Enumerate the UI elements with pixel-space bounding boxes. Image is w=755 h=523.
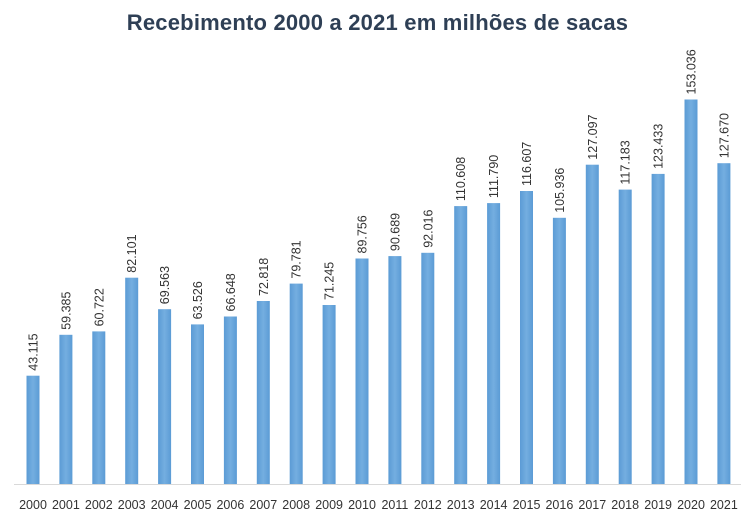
data-label-2019: 123.433 (652, 124, 666, 169)
data-label-2017: 127.097 (586, 114, 600, 159)
bar-2002 (92, 331, 106, 484)
bar-2019 (651, 173, 665, 484)
data-label-2005: 63.526 (191, 281, 205, 319)
x-tick-2018: 2018 (611, 498, 639, 512)
data-label-2000: 43.115 (27, 333, 41, 370)
data-label-2021: 127.670 (717, 113, 731, 158)
data-label-2006: 66.648 (224, 273, 238, 311)
bar-2011 (388, 256, 402, 484)
bar-2009 (322, 305, 336, 484)
bar-2017 (585, 164, 599, 484)
x-tick-2019: 2019 (644, 498, 672, 512)
x-tick-2005: 2005 (184, 498, 212, 512)
data-label-2012: 92.016 (421, 210, 435, 248)
bar-2000 (26, 375, 40, 484)
x-tick-2010: 2010 (348, 498, 376, 512)
data-label-2007: 72.818 (257, 258, 271, 296)
data-label-2014: 111.790 (487, 155, 501, 198)
x-tick-2015: 2015 (513, 498, 541, 512)
x-tick-2020: 2020 (677, 498, 705, 512)
bar-2020 (684, 99, 698, 484)
bar-2012 (421, 252, 435, 484)
data-labels: 43.115 59.385 60.722 82.101 69.563 63.526 66.6… (27, 49, 732, 370)
x-tick-2006: 2006 (216, 498, 244, 512)
bar-2015 (520, 191, 533, 484)
data-label-2001: 59.385 (59, 292, 73, 330)
bar-2007 (256, 301, 270, 484)
data-label-2009: 71.245 (323, 262, 337, 300)
x-tick-2002: 2002 (85, 498, 113, 512)
x-tick-2004: 2004 (151, 498, 179, 512)
bar-2001 (59, 334, 73, 484)
bar-2014 (487, 203, 501, 484)
x-tick-2012: 2012 (414, 498, 442, 512)
bar-2004 (158, 309, 172, 484)
data-label-2010: 89.756 (356, 215, 370, 253)
bar-2013 (454, 206, 468, 484)
data-label-2013: 110.608 (454, 157, 468, 201)
data-label-2016: 105.936 (553, 168, 567, 213)
bar-2005 (191, 324, 204, 484)
bar-series (26, 99, 731, 485)
bar-2008 (289, 283, 303, 484)
x-tick-2007: 2007 (249, 498, 277, 512)
x-tick-2014: 2014 (480, 498, 508, 512)
bar-2021 (717, 163, 731, 484)
chart-title: Recebimento 2000 a 2021 em milhões de sa… (126, 10, 629, 35)
data-label-2018: 117.183 (619, 140, 633, 184)
x-tick-2001: 2001 (52, 498, 80, 512)
x-tick-2003: 2003 (118, 498, 146, 512)
x-tick-2011: 2011 (381, 498, 408, 512)
x-tick-2013: 2013 (447, 498, 475, 512)
x-tick-2016: 2016 (545, 498, 573, 512)
bar-2018 (618, 189, 632, 484)
data-label-2004: 69.563 (158, 266, 172, 304)
data-label-2002: 60.722 (92, 288, 106, 326)
x-tick-labels: 2000 2001 2002 2003 2004 2005 2006 2007 2008 2009… (19, 498, 738, 512)
x-tick-2017: 2017 (578, 498, 606, 512)
bar-2010 (355, 258, 369, 484)
data-label-2003: 82.101 (125, 234, 139, 272)
data-label-2008: 79.781 (290, 240, 304, 278)
x-tick-2008: 2008 (282, 498, 310, 512)
x-tick-2009: 2009 (315, 498, 343, 512)
x-tick-2021: 2021 (710, 498, 738, 512)
data-label-2015: 116.607 (520, 142, 534, 186)
data-label-2020: 153.036 (685, 49, 699, 94)
bar-2006 (223, 316, 237, 484)
bar-2016 (552, 217, 566, 485)
data-label-2011: 90.689 (388, 213, 402, 251)
x-tick-2000: 2000 (19, 498, 47, 512)
bar-2003 (125, 277, 139, 484)
